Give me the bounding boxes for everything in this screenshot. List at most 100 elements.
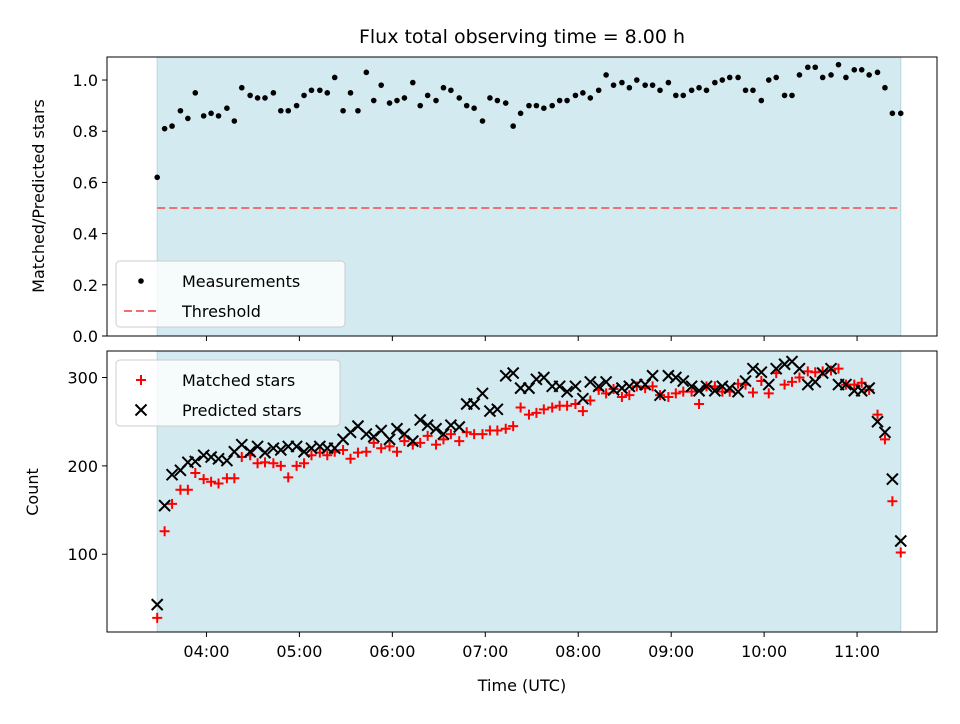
axes-frame	[106, 56, 938, 337]
matched-stars-point	[454, 436, 465, 447]
measurement-point	[533, 102, 540, 109]
measurement-point	[409, 79, 416, 86]
matched-stars-point	[338, 444, 349, 455]
measurement-point	[394, 97, 400, 104]
predicted-stars-point	[313, 440, 327, 453]
predicted-stars-point	[592, 380, 605, 393]
measurement-point	[603, 72, 609, 78]
measurement-point	[340, 107, 346, 114]
measurement-point	[278, 107, 284, 114]
matched-stars-point	[345, 453, 356, 464]
measurement-point	[642, 82, 648, 88]
measurement-point	[680, 92, 687, 99]
measurement-point	[750, 87, 756, 94]
predicted-stars-point	[646, 369, 659, 382]
measurement-point	[440, 84, 447, 91]
measurement-point	[456, 95, 463, 101]
measurement-point	[828, 72, 834, 78]
measurement-point	[169, 123, 175, 129]
measurement-point	[703, 87, 710, 94]
measurement-point	[370, 97, 377, 104]
y-axis-label-ratio: Matched/Predicted stars	[29, 99, 48, 293]
matched-stars-point	[283, 472, 294, 483]
measurement-point	[595, 87, 602, 94]
predicted-stars-point	[669, 371, 683, 384]
matched-stars-point	[159, 526, 170, 537]
matched-stars-point	[779, 379, 790, 390]
measurement-point	[843, 74, 849, 81]
measurement-point	[270, 90, 277, 96]
measurement-point	[789, 92, 795, 99]
matched-stars-point	[206, 476, 217, 487]
measurement-point	[866, 72, 872, 78]
matched-stars-point	[787, 376, 798, 387]
predicted-stars-point	[700, 380, 713, 393]
bottom-panel: 100 200 300 04:00 05:00 06:00 07:00 08:00 09:00 1…	[67, 350, 938, 661]
matched-stars-point	[585, 395, 596, 406]
predicted-stars-point	[623, 380, 636, 393]
predicted-stars-point	[414, 413, 427, 427]
measurement-point	[897, 110, 904, 117]
predicted-stars-point	[553, 380, 566, 393]
predicted-stars-point	[816, 366, 829, 380]
predicted-stars-point	[274, 443, 288, 457]
matched-stars-point	[686, 386, 697, 397]
matched-stars-point	[391, 446, 402, 457]
y-tick-label: 300	[67, 369, 98, 388]
y-tick-label: 0.8	[73, 122, 98, 141]
measurement-point	[293, 102, 300, 109]
matched-stars-point	[376, 443, 387, 454]
matched-stars-point	[500, 423, 511, 434]
predicted-stars-point	[429, 422, 443, 435]
predicted-stars-point	[476, 387, 489, 400]
predicted-stars-point	[653, 388, 667, 402]
legend: Measurements Threshold	[115, 260, 346, 328]
measurement-point	[285, 107, 292, 114]
measurement-point	[200, 113, 207, 119]
measurement-point	[851, 66, 858, 73]
measurement-point	[494, 97, 501, 104]
measurement-point	[688, 87, 695, 94]
matched-stars-point	[887, 496, 898, 507]
predicted-stars-point	[762, 378, 775, 391]
x-tick-label: 04:00	[183, 642, 229, 661]
matched-stars-point	[547, 402, 558, 413]
matched-stars-point	[229, 473, 240, 484]
measurement-point	[517, 110, 524, 117]
matched-stars-point	[872, 409, 883, 420]
predicted-stars-point	[499, 369, 512, 382]
matched-stars-point	[694, 399, 705, 410]
measurement-point	[301, 92, 307, 99]
matched-stars-point	[624, 390, 635, 401]
measurement-point	[626, 84, 633, 91]
chart-title: Flux total observing time = 8.00 h	[359, 26, 685, 48]
predicted-stars-point	[878, 426, 892, 439]
predicted-stars-point	[576, 392, 590, 405]
predicted-stars-point	[189, 455, 202, 468]
measurement-point	[238, 84, 245, 91]
predicted-stars-point	[267, 441, 280, 455]
y-tick-label: 200	[67, 457, 98, 476]
matched-stars-point	[523, 409, 534, 420]
predicted-stars-point	[723, 381, 736, 395]
measurement-point	[587, 95, 594, 101]
matched-stars-point	[515, 402, 526, 413]
predicted-stars-point	[491, 403, 504, 416]
measurement-point	[742, 87, 749, 94]
predicted-stars-point	[692, 384, 706, 397]
measurement-point	[363, 69, 370, 76]
predicted-stars-point	[778, 358, 791, 371]
measurement-point	[735, 74, 741, 81]
predicted-stars-point	[894, 534, 907, 548]
matched-stars-point	[268, 458, 279, 469]
legend-label: Predicted stars	[182, 401, 302, 420]
matched-stars-point	[291, 460, 302, 471]
measurement-point	[324, 90, 331, 96]
axes-frame	[106, 350, 938, 633]
y-tick-label: 0.2	[73, 276, 98, 295]
predicted-stars-point	[197, 449, 210, 462]
y-axis-label-count: Count	[23, 468, 42, 516]
predicted-stars-point	[383, 433, 396, 446]
predicted-stars-point	[615, 381, 629, 395]
predicted-stars-point	[150, 598, 164, 611]
